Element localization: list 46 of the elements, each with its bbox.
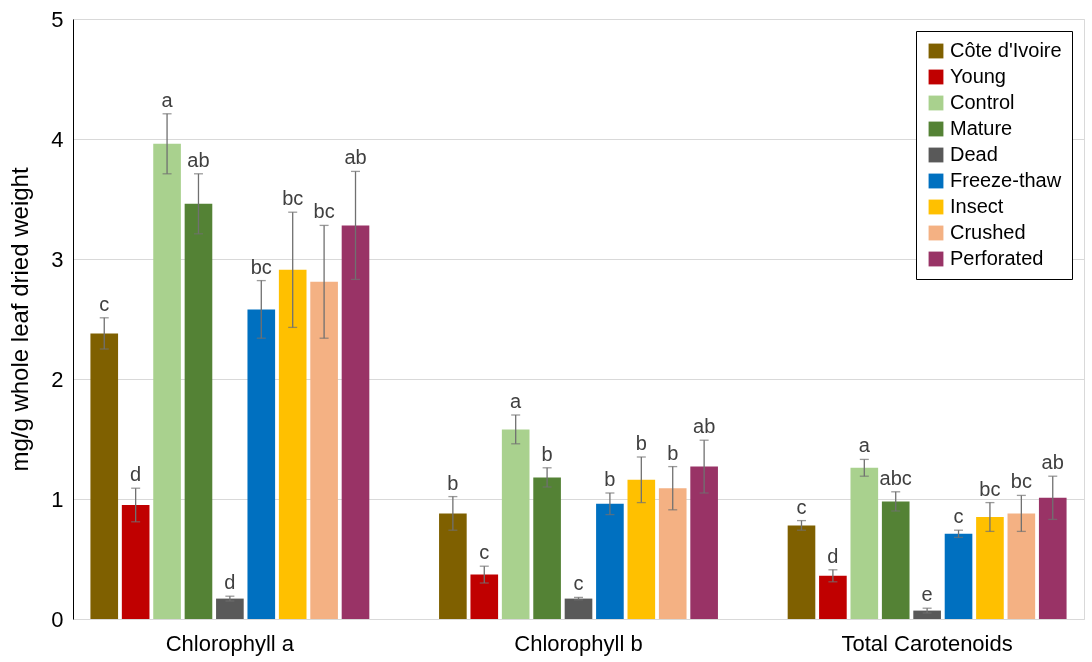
data-label: b <box>635 432 647 454</box>
legend-label: Mature <box>950 117 1013 139</box>
data-label: b <box>604 468 616 490</box>
legend-label: Côte d'Ivoire <box>950 39 1062 61</box>
x-tick-label: Total Carotenoids <box>841 630 1013 656</box>
legend-label: Dead <box>950 143 998 165</box>
data-label: d <box>827 544 839 567</box>
y-tick-label: 2 <box>51 366 64 392</box>
data-label: ab <box>187 148 210 171</box>
data-label: e <box>921 583 933 606</box>
data-label: d <box>130 463 142 486</box>
data-label: bc <box>979 477 1001 500</box>
legend-label: Freeze-thaw <box>950 169 1062 191</box>
data-label: c <box>99 292 110 315</box>
y-axis-title: mg/g whole leaf dried weight <box>6 167 34 472</box>
legend-label: Insect <box>950 195 1004 217</box>
data-label: a <box>858 434 871 457</box>
data-label: bc <box>250 255 272 278</box>
y-tick-label: 5 <box>51 6 64 32</box>
data-label: d <box>224 571 236 594</box>
data-label: a <box>161 88 174 111</box>
data-label: ab <box>344 146 367 169</box>
data-label: bc <box>282 187 304 210</box>
legend-label: Young <box>950 65 1006 87</box>
data-label: b <box>541 442 553 465</box>
legend-label: Crushed <box>950 221 1026 243</box>
data-label: abc <box>879 466 912 489</box>
x-tick-label: Chlorophyll a <box>165 630 295 656</box>
data-label: b <box>667 441 679 464</box>
legend-label: Perforated <box>950 247 1044 269</box>
y-tick-label: 1 <box>51 486 64 512</box>
y-tick-label: 3 <box>51 246 64 272</box>
data-label: bc <box>313 200 335 223</box>
data-label: ab <box>693 415 716 438</box>
data-label: a <box>510 390 523 412</box>
data-label: c <box>953 505 964 528</box>
y-tick-label: 4 <box>51 126 64 152</box>
legend-label: Control <box>950 91 1015 113</box>
data-label: c <box>479 541 490 564</box>
data-label: c <box>796 495 807 518</box>
data-label: c <box>573 572 584 595</box>
data-label: ab <box>1041 451 1064 474</box>
data-label: b <box>447 471 459 494</box>
x-tick-label: Chlorophyll b <box>514 630 643 656</box>
data-label: bc <box>1010 470 1032 493</box>
y-tick-label: 0 <box>51 606 64 632</box>
